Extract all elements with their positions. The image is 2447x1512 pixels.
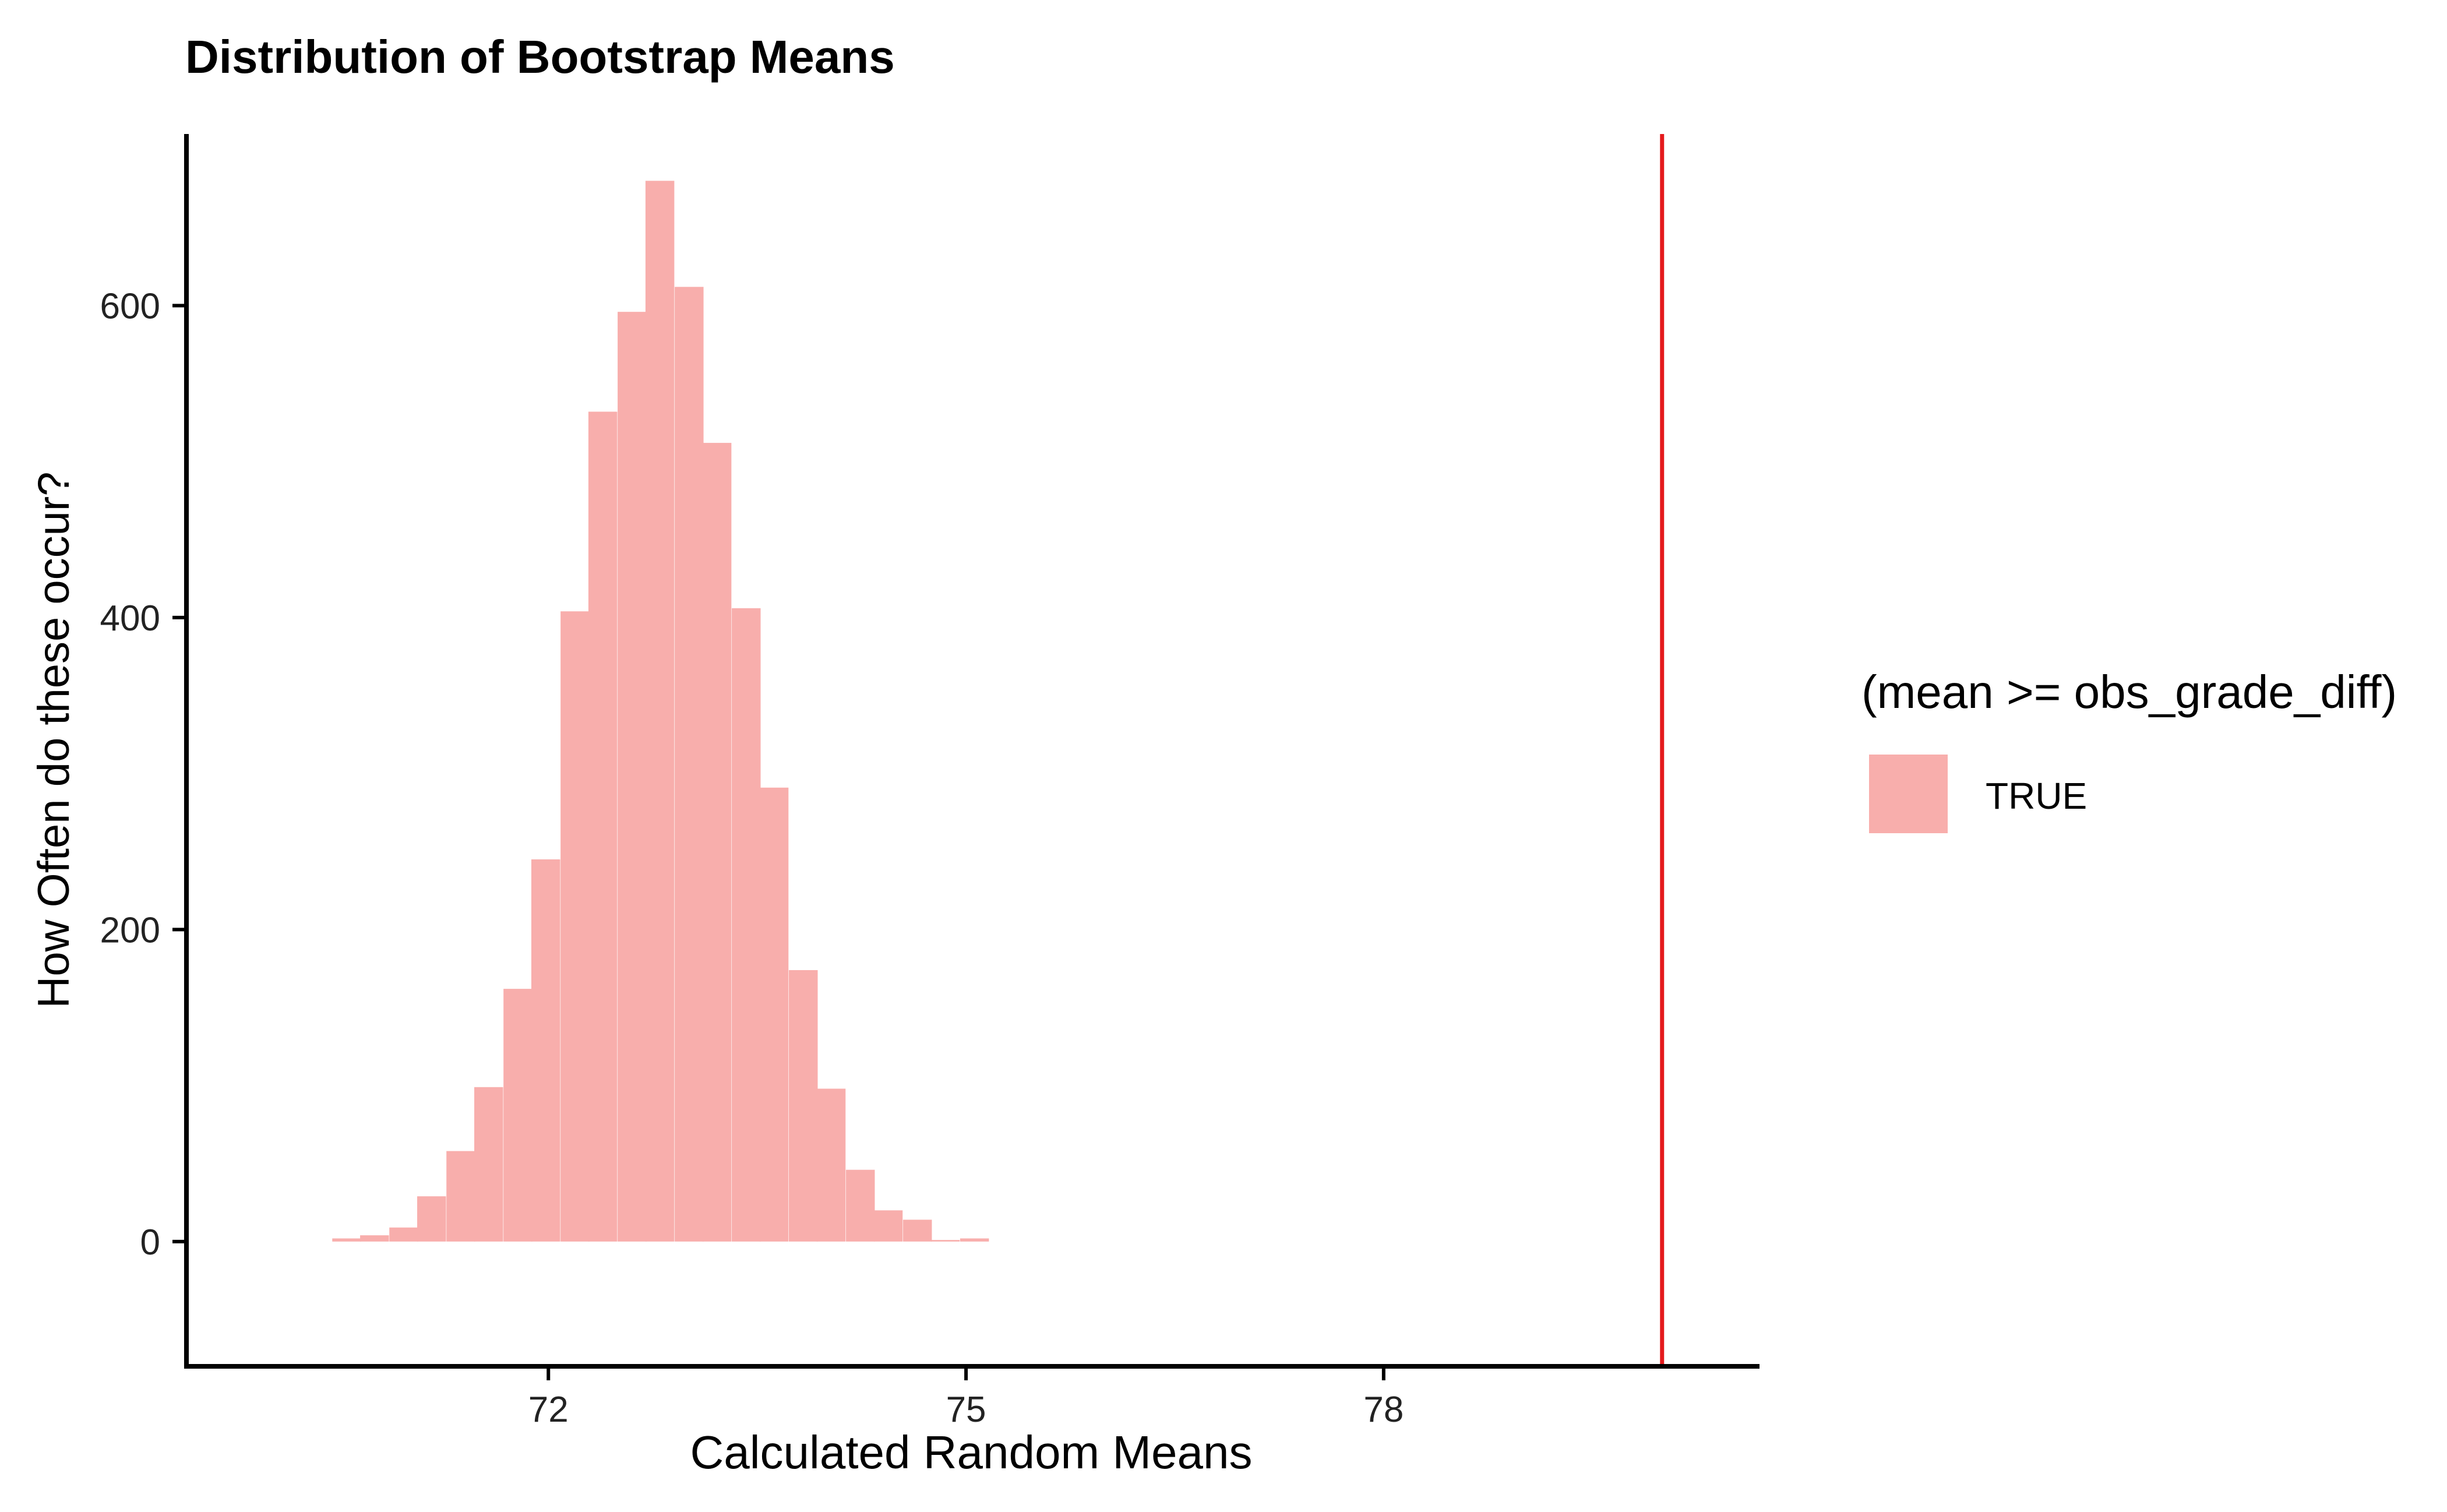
histogram-bar-17 [789,970,818,1242]
chart-title: Distribution of Bootstrap Means [185,31,895,83]
histogram-bar-23 [960,1238,989,1242]
histogram-bar-13 [675,287,704,1242]
legend: (mean >= obs_grade_diff) TRUE [1861,666,2397,833]
histogram-bar-6 [474,1087,503,1242]
histogram-bar-18 [816,1088,846,1242]
histogram-bar-16 [759,787,789,1242]
x-axis-label: Calculated Random Means [690,1426,1253,1478]
histogram-bar-22 [930,1240,960,1242]
histogram-bar-3 [389,1227,418,1242]
y-tick-label-200: 200 [100,910,160,950]
y-axis-label: How Often do these occur? [29,472,79,1009]
histogram-bar-12 [645,181,675,1242]
histogram-bar-11 [618,312,647,1242]
histogram-bar-8 [531,859,560,1242]
x-tick-label-75: 75 [946,1390,986,1430]
histogram-bar-5 [446,1151,475,1242]
histogram-bar-7 [503,989,533,1242]
histogram-bar-10 [588,411,618,1242]
y-tick-label-600: 600 [100,286,160,326]
histogram-bar-15 [732,608,761,1242]
histogram-bar-1 [332,1238,361,1242]
histogram-bar-4 [417,1196,446,1242]
x-axis-ticks: 72 75 78 [528,1366,1404,1430]
legend-label-true: TRUE [1986,775,2087,817]
y-tick-label-0: 0 [140,1222,160,1263]
histogram-bar-14 [702,443,732,1242]
histogram-bar-21 [902,1220,932,1242]
x-tick-label-78: 78 [1363,1390,1404,1430]
histogram-bars [332,181,989,1242]
legend-title: (mean >= obs_grade_diff) [1861,666,2397,718]
legend-swatch-true [1869,755,1948,833]
y-axis-ticks: 0 200 400 600 [100,286,186,1263]
histogram-bar-9 [560,611,590,1242]
histogram-bar-20 [873,1210,903,1242]
x-tick-label-72: 72 [528,1390,569,1430]
y-tick-label-400: 400 [100,598,160,639]
histogram-bar-19 [845,1169,875,1242]
histogram-bar-2 [360,1235,389,1242]
